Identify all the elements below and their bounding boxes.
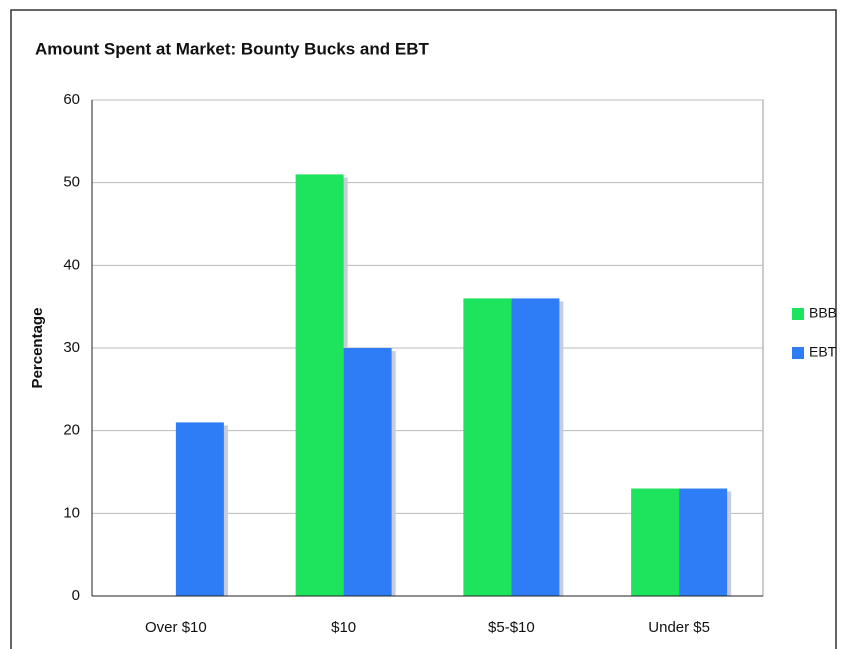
bar bbox=[295, 174, 344, 596]
y-tick-label: 0 bbox=[72, 587, 80, 604]
legend-swatch bbox=[792, 308, 804, 320]
legend-label: EBT bbox=[809, 344, 837, 360]
y-tick-label: 30 bbox=[63, 339, 80, 356]
legend-swatch bbox=[792, 347, 804, 359]
bar bbox=[631, 488, 680, 596]
bar bbox=[175, 422, 224, 596]
x-tick-label: Under $5 bbox=[648, 619, 710, 636]
x-tick-label: $10 bbox=[331, 619, 356, 636]
x-tick-label: $5-$10 bbox=[488, 619, 535, 636]
bar bbox=[679, 488, 728, 596]
bar bbox=[463, 298, 512, 596]
chart-title: Amount Spent at Market: Bounty Bucks and… bbox=[35, 39, 429, 58]
y-tick-label: 20 bbox=[63, 422, 80, 439]
y-tick-label: 10 bbox=[63, 504, 80, 521]
y-tick-label: 60 bbox=[63, 91, 80, 108]
y-axis-label: Percentage bbox=[29, 308, 46, 389]
x-tick-label: Over $10 bbox=[145, 619, 207, 636]
bar bbox=[343, 348, 392, 596]
legend-label: BBB bbox=[809, 305, 837, 321]
y-tick-label: 40 bbox=[63, 256, 80, 273]
y-tick-label: 50 bbox=[63, 174, 80, 191]
bar bbox=[511, 298, 560, 596]
